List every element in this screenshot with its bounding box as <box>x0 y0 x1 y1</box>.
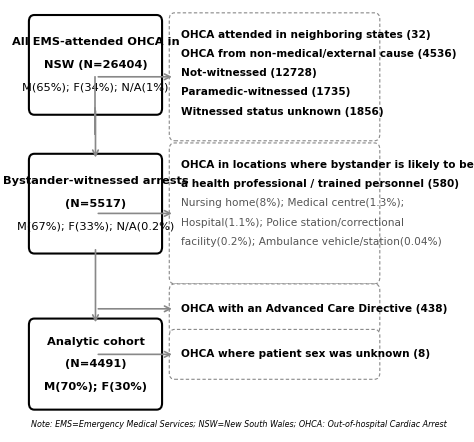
FancyBboxPatch shape <box>29 154 162 254</box>
Text: Bystander-witnessed arrests: Bystander-witnessed arrests <box>3 176 188 186</box>
Text: M(65%); F(34%); N/A(1%): M(65%); F(34%); N/A(1%) <box>22 82 169 92</box>
FancyBboxPatch shape <box>169 329 380 379</box>
Text: OHCA attended in neighboring states (32): OHCA attended in neighboring states (32) <box>181 30 431 40</box>
Text: Note: EMS=Emergency Medical Services; NSW=New South Wales; OHCA: Out-of-hospital: Note: EMS=Emergency Medical Services; NS… <box>31 420 447 429</box>
Text: Analytic cohort: Analytic cohort <box>46 336 145 347</box>
Text: M(67%); F(33%); N/A(0.2%): M(67%); F(33%); N/A(0.2%) <box>17 221 174 231</box>
Text: (N=4491): (N=4491) <box>65 359 126 369</box>
Text: OHCA from non-medical/external cause (4536): OHCA from non-medical/external cause (45… <box>181 49 456 59</box>
Text: M(70%); F(30%): M(70%); F(30%) <box>44 381 147 392</box>
FancyBboxPatch shape <box>29 15 162 115</box>
Text: (N=5517): (N=5517) <box>65 198 126 209</box>
Text: Paramedic-witnessed (1735): Paramedic-witnessed (1735) <box>181 88 350 97</box>
Text: Hospital(1.1%); Police station/correctional: Hospital(1.1%); Police station/correctio… <box>181 217 404 228</box>
FancyBboxPatch shape <box>169 13 380 141</box>
Text: Witnessed status unknown (1856): Witnessed status unknown (1856) <box>181 107 384 117</box>
Text: Nursing home(8%); Medical centre(1.3%);: Nursing home(8%); Medical centre(1.3%); <box>181 198 404 209</box>
Text: facility(0.2%); Ambulance vehicle/station(0.04%): facility(0.2%); Ambulance vehicle/statio… <box>181 236 442 247</box>
Text: NSW (N=26404): NSW (N=26404) <box>44 60 147 70</box>
FancyBboxPatch shape <box>29 319 162 410</box>
Text: OHCA where patient sex was unknown (8): OHCA where patient sex was unknown (8) <box>181 349 430 359</box>
Text: a health professional / trained personnel (580): a health professional / trained personne… <box>181 179 459 189</box>
FancyBboxPatch shape <box>169 143 380 284</box>
Text: OHCA with an Advanced Care Directive (438): OHCA with an Advanced Care Directive (43… <box>181 304 447 314</box>
FancyBboxPatch shape <box>169 284 380 334</box>
Text: All EMS-attended OHCA in: All EMS-attended OHCA in <box>12 37 179 47</box>
Text: OHCA in locations where bystander is likely to be: OHCA in locations where bystander is lik… <box>181 160 474 170</box>
Text: Not-witnessed (12728): Not-witnessed (12728) <box>181 69 317 78</box>
